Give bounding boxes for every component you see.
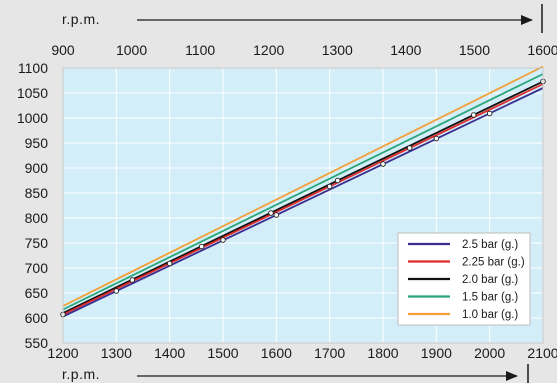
data-point-marker [268, 210, 274, 216]
y-tick-label: 650 [25, 285, 49, 301]
data-point-marker [470, 112, 477, 118]
top-tick-label: 1100 [185, 42, 215, 58]
y-tick-label: 950 [25, 135, 49, 151]
data-point-marker [220, 237, 226, 243]
series-line [62, 73, 544, 311]
legend-label: 1.5 bar (g.) [462, 292, 518, 304]
data-point-marker [326, 183, 333, 190]
bottom-tick-label: 2100 [527, 345, 557, 361]
legend-items: 2.5 bar (g.) 2.25 bar (g.) 2.0 bar (g.) 1.5… [408, 239, 525, 321]
y-tick-label: 1050 [17, 85, 48, 101]
y-tick-label: 800 [25, 210, 49, 226]
legend-label: 2.25 bar (g.) [462, 257, 525, 269]
y-tick-label: 600 [25, 310, 49, 326]
y-tick-label: 850 [25, 185, 49, 201]
bottom-tick-label: 1300 [101, 345, 132, 361]
data-point-marker [166, 260, 173, 267]
bottom-tick-label: 1600 [261, 345, 292, 361]
data-point-marker [380, 161, 386, 167]
bottom-axis-label: r.p.m. [62, 366, 100, 382]
top-tick-label: 1500 [459, 42, 490, 58]
y-axis-ticks: 550 600 650 700 750 800 850 900 950 1000 1050 1100 [17, 60, 48, 351]
bottom-tick-label: 2000 [474, 345, 505, 361]
series-line [62, 80, 544, 314]
bottom-tick-label: 1800 [367, 345, 398, 361]
legend-label: 2.5 bar (g.) [462, 239, 518, 251]
top-tick-label: 1000 [116, 42, 147, 58]
data-point-marker [273, 212, 280, 218]
data-point-marker [433, 135, 440, 142]
bottom-tick-label: 1900 [421, 345, 452, 361]
series-line [62, 87, 544, 318]
y-tick-label: 700 [25, 260, 49, 276]
top-axis-label: r.p.m. [62, 11, 100, 27]
series-line [62, 65, 544, 307]
top-tick-label: 1400 [390, 42, 421, 58]
y-tick-label: 750 [25, 235, 49, 251]
bottom-axis-ticks: 1200 1300 1400 1500 1600 1700 1800 1900 2000 2100 [47, 345, 557, 361]
data-point-marker [486, 110, 493, 117]
bottom-tick-label: 1200 [47, 345, 78, 361]
data-point-marker [406, 145, 413, 151]
bottom-tick-label: 1400 [154, 345, 185, 361]
data-point-marker [113, 288, 120, 294]
plot-frame [62, 67, 544, 344]
top-tick-label: 1600 [527, 42, 557, 58]
top-tick-label: 1300 [322, 42, 353, 58]
y-tick-label: 900 [25, 160, 49, 176]
top-tick-label: 900 [51, 42, 75, 58]
bottom-tick-label: 1700 [314, 345, 345, 361]
series-line [62, 83, 544, 316]
y-tick-label: 1000 [17, 110, 48, 126]
y-tick-label: 1100 [18, 60, 48, 76]
bottom-tick-label: 1500 [207, 345, 238, 361]
top-axis-ticks: 900 1000 1100 1200 1300 1400 1500 1600 [51, 42, 557, 58]
legend: 2.5 bar (g.) 2.25 bar (g.) 2.0 bar (g.) 1.5… [397, 232, 531, 326]
top-tick-label: 1200 [253, 42, 284, 58]
y-tick-label: 550 [25, 335, 49, 351]
data-point-marker [129, 277, 136, 283]
legend-label: 2.0 bar (g.) [462, 274, 518, 286]
data-point-marker [334, 177, 341, 184]
data-point-marker [198, 243, 205, 250]
legend-label: 1.0 bar (g.) [462, 309, 518, 321]
series-lines [62, 65, 544, 318]
